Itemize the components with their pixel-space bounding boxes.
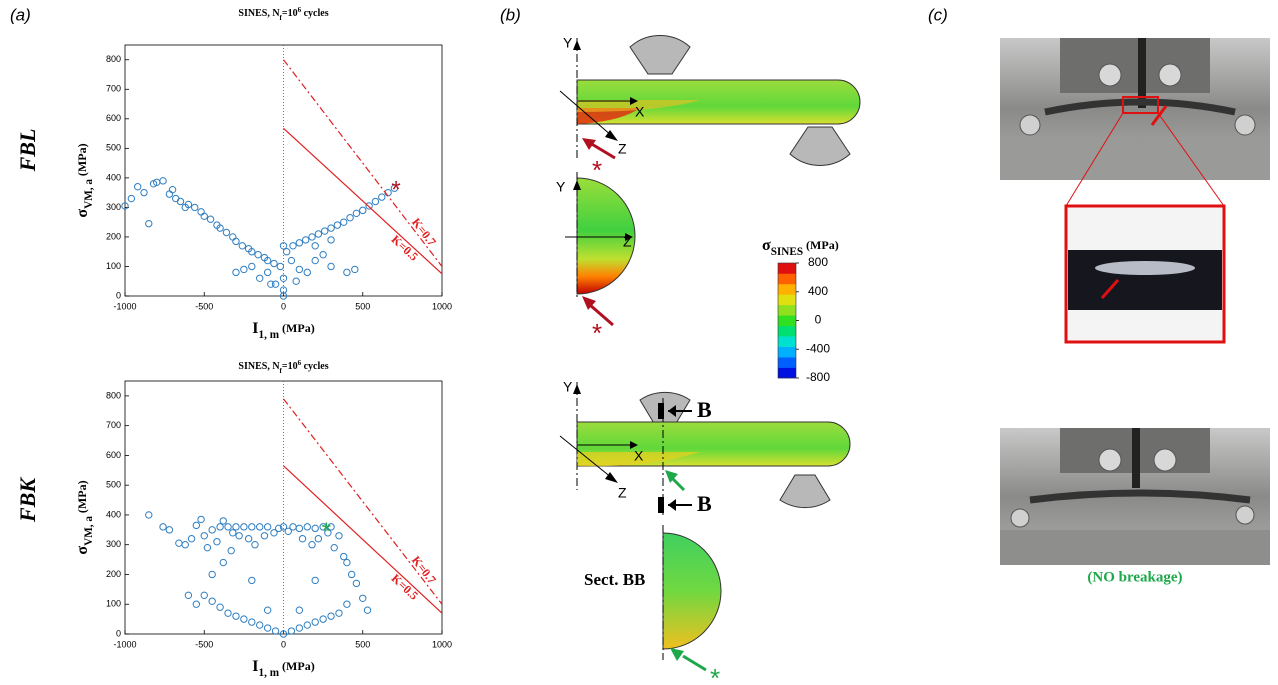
panel-label: (a) <box>10 5 31 24</box>
axis-label: Z <box>623 234 632 250</box>
y-tick-label: 800 <box>106 54 121 64</box>
y-tick-label: 400 <box>106 172 121 182</box>
y-axis-label-part: VM, a <box>83 179 95 209</box>
y-tick-label: 0 <box>116 628 121 638</box>
x-tick-label: 1000 <box>432 639 452 649</box>
chart-title-part: SINES, N <box>238 361 280 372</box>
axis-label: X <box>635 104 645 120</box>
y-axis-label-part: (MPa) <box>75 480 89 516</box>
hotspot: * <box>592 318 602 348</box>
y-tick-label: 0 <box>116 290 121 300</box>
y-tick-label: 800 <box>106 390 121 400</box>
colorbar-band <box>778 347 796 358</box>
photo-caption: (NO breakage) <box>1087 569 1182 585</box>
chart-title: SINES, Nf=106 cycles <box>238 6 328 22</box>
x-axis-label-part: 1, m <box>259 329 280 341</box>
chart-title: SINES, Nf=106 cycles <box>238 359 328 375</box>
row-label: FBL <box>15 129 40 173</box>
y-axis-label-part: (MPa) <box>75 143 89 179</box>
y-tick-label: 500 <box>106 480 121 490</box>
photo-fbk <box>1000 428 1270 565</box>
y-axis-label: σVM, a (MPa) <box>74 480 95 554</box>
colorbar-band <box>778 336 796 347</box>
x-tick-label: 1000 <box>432 301 452 311</box>
colorbar-band <box>778 294 796 305</box>
colorbar-band <box>778 368 796 379</box>
x-axis-label-part: (MPa) <box>279 659 315 673</box>
colorbar-band <box>778 273 796 284</box>
panel-label: (c) <box>928 5 948 24</box>
colorbar-band <box>778 284 796 295</box>
x-axis-label: I1, m (MPa) <box>252 658 314 679</box>
y-tick-label: 600 <box>106 450 121 460</box>
y-tick-label: 500 <box>106 143 121 153</box>
x-tick-label: 500 <box>355 639 370 649</box>
y-tick-label: 200 <box>106 231 121 241</box>
colorbar-title-part: σ <box>762 237 771 254</box>
chart-title-part: cycles <box>301 361 329 372</box>
annotation: * <box>322 518 331 545</box>
y-tick-label: 300 <box>106 539 121 549</box>
colorbar-band <box>778 326 796 337</box>
x-tick-label: -500 <box>195 639 213 649</box>
section-label: Sect. BB <box>584 570 645 589</box>
axis-label: X <box>634 448 644 464</box>
y-tick-label: 200 <box>106 569 121 579</box>
axis-label: Y <box>563 379 573 395</box>
y-tick-label: 600 <box>106 113 121 123</box>
photo-fbl <box>1000 38 1270 342</box>
colorbar-title-part: SINES <box>771 246 803 258</box>
colorbar-tick-label: 800 <box>808 255 828 269</box>
y-axis-label-part: VM, a <box>83 516 95 546</box>
y-axis-label: σVM, a (MPa) <box>74 143 95 217</box>
figure: (a) (b) (c) FBL FBK Y X Z * Y Z * <box>0 0 1278 685</box>
chart-title-part: cycles <box>301 8 329 19</box>
y-axis-label-part: σ <box>74 546 91 555</box>
axis-label: Z <box>618 485 627 501</box>
axis-label: Z <box>618 141 627 157</box>
x-axis-label-part: (MPa) <box>279 321 315 335</box>
colorbar-tick-label: 400 <box>808 284 828 298</box>
x-tick-label: 500 <box>355 301 370 311</box>
y-tick-label: 400 <box>106 509 121 519</box>
colorbar-tick-label: -800 <box>806 370 830 384</box>
axis-label: Y <box>563 35 573 51</box>
colorbar-title-part: (MPa) <box>803 238 839 252</box>
hotspot: * <box>710 663 720 685</box>
x-tick-label: 0 <box>281 301 286 311</box>
section-marker: B <box>697 397 712 422</box>
annotation: * <box>391 177 400 204</box>
x-axis-label-part: 1, m <box>259 667 280 679</box>
x-tick-label: -500 <box>195 301 213 311</box>
x-tick-label: -1000 <box>113 639 136 649</box>
colorbar-band <box>778 305 796 316</box>
panel-label: (b) <box>500 5 521 24</box>
y-axis-label-part: σ <box>74 209 91 218</box>
x-tick-label: 0 <box>281 639 286 649</box>
y-tick-label: 100 <box>106 261 121 271</box>
y-tick-label: 700 <box>106 420 121 430</box>
axis-label: Y <box>556 179 566 195</box>
chart-title-part: =10 <box>282 361 298 372</box>
chart-title-part: =10 <box>282 8 298 19</box>
section-marker: B <box>697 491 712 516</box>
chart-title-part: SINES, N <box>238 8 280 19</box>
section-fbk <box>663 525 721 670</box>
colorbar-tick-label: -400 <box>806 341 830 355</box>
colorbar-band <box>778 263 796 274</box>
x-axis-label: I1, m (MPa) <box>252 320 314 341</box>
colorbar-band <box>778 357 796 368</box>
y-tick-label: 700 <box>106 84 121 94</box>
y-tick-label: 300 <box>106 202 121 212</box>
row-label: FBK <box>15 477 40 523</box>
y-tick-label: 100 <box>106 599 121 609</box>
colorbar-tick-label: 0 <box>815 313 822 327</box>
x-tick-label: -1000 <box>113 301 136 311</box>
beam-model-fbl <box>560 36 860 166</box>
colorbar-band <box>778 315 796 326</box>
